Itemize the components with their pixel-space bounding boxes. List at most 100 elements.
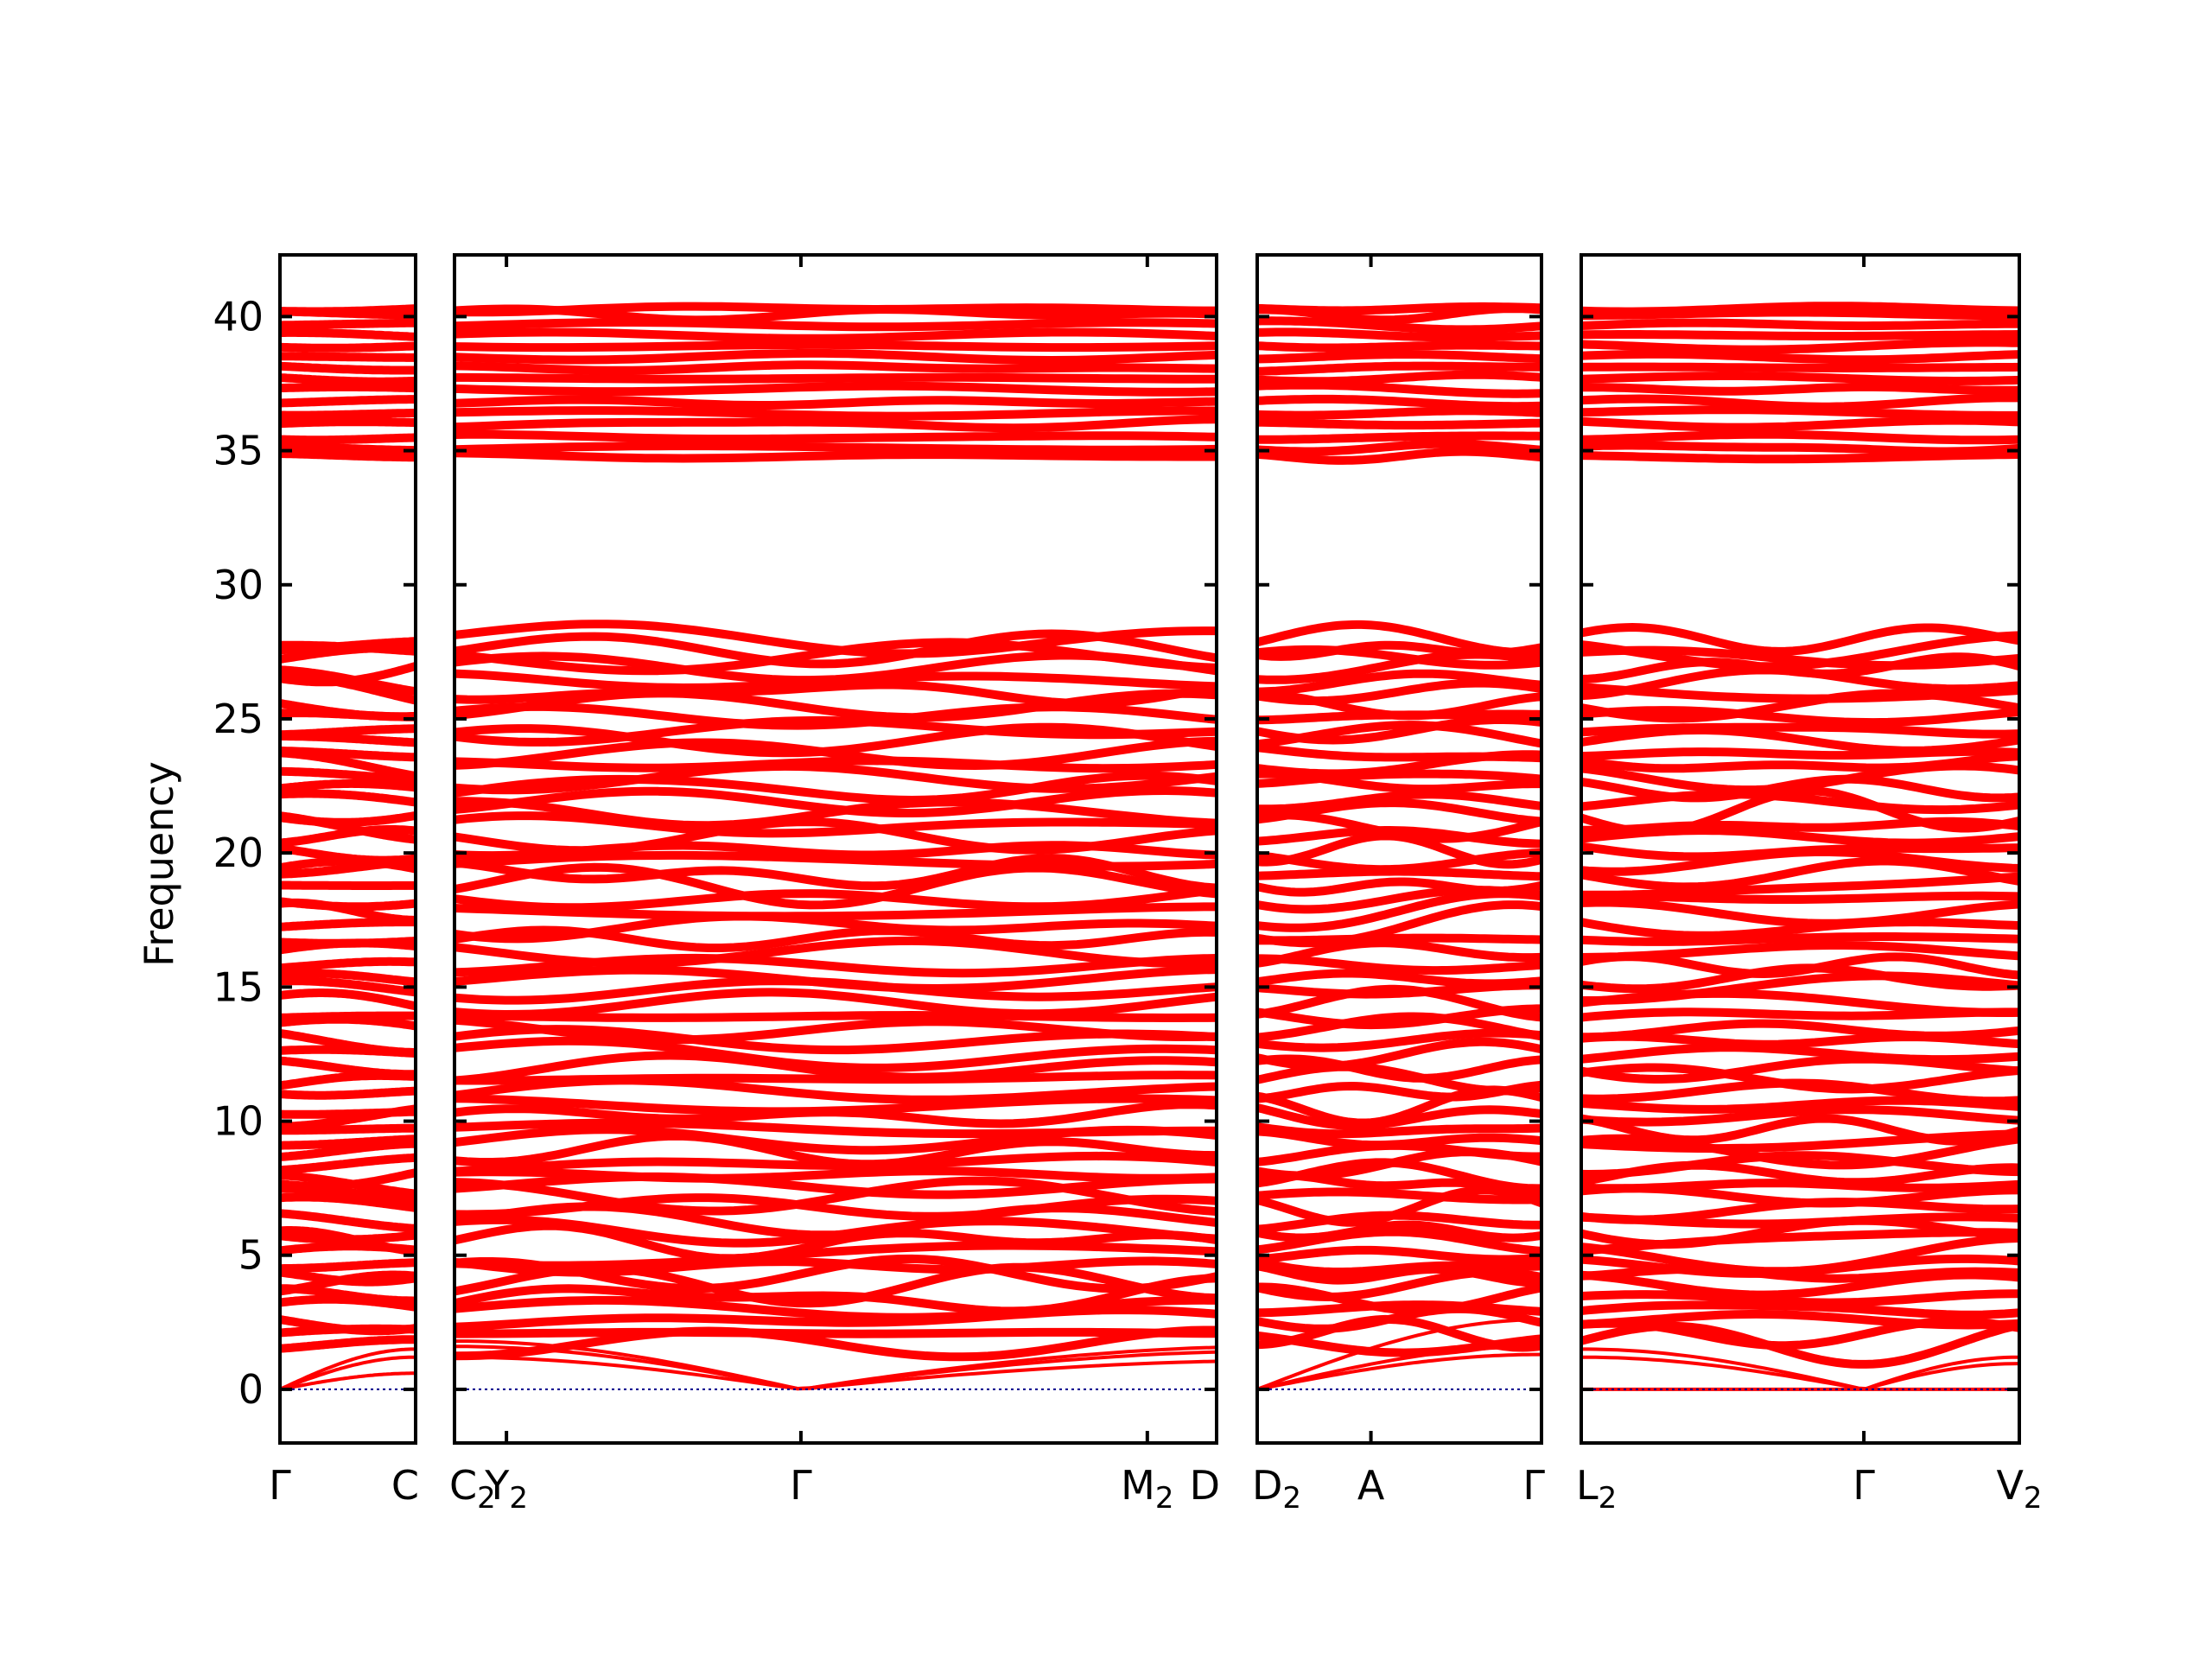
band-line xyxy=(454,1118,1217,1139)
band-line xyxy=(454,1166,1217,1183)
band-line xyxy=(1581,752,2019,773)
band-line xyxy=(454,1131,1217,1169)
band-line xyxy=(1257,1127,1541,1150)
band-line xyxy=(1581,362,2019,372)
band-line xyxy=(1581,622,2019,656)
band-line xyxy=(454,761,1217,795)
band-line xyxy=(454,936,1217,969)
x-tick-label: A xyxy=(1357,1462,1385,1509)
panel-4 xyxy=(1580,253,2021,1445)
band-line xyxy=(1257,769,1541,788)
band-line xyxy=(454,348,1217,365)
band-line xyxy=(1581,338,2019,354)
band-line xyxy=(280,1258,416,1274)
y-axis-label: Frequency xyxy=(136,761,182,967)
band-line xyxy=(1581,1179,2019,1193)
band-line xyxy=(280,304,416,316)
band-line xyxy=(280,382,416,393)
band-line xyxy=(280,1192,416,1212)
band-line xyxy=(280,1335,416,1353)
band-line xyxy=(454,415,1217,433)
band-line xyxy=(1257,316,1541,334)
band-line xyxy=(1257,620,1541,658)
band-line xyxy=(454,811,1217,838)
band-line xyxy=(454,429,1217,443)
band-line xyxy=(454,442,1217,454)
band-line xyxy=(1581,918,2019,940)
panel-4-bands xyxy=(1581,302,2019,1391)
band-line xyxy=(1581,645,2019,671)
band-line xyxy=(1257,798,1541,826)
band-line xyxy=(454,1339,1217,1391)
band-line xyxy=(280,373,416,386)
band-line xyxy=(1257,340,1541,353)
band-line xyxy=(280,1371,416,1391)
band-line xyxy=(1257,406,1541,420)
band-line xyxy=(1257,350,1541,364)
y-tick-label: 5 xyxy=(238,1232,264,1279)
band-line xyxy=(1581,1355,2019,1391)
band-line xyxy=(280,957,416,973)
y-tick-label: 25 xyxy=(213,696,264,742)
band-line xyxy=(454,340,1217,353)
band-line xyxy=(1257,1054,1541,1083)
panel-3 xyxy=(1255,253,1543,1445)
band-line xyxy=(1257,877,1541,897)
x-tick-label: L2 xyxy=(1576,1462,1617,1516)
band-line xyxy=(1257,900,1541,948)
band-line xyxy=(1257,1257,1541,1276)
band-line xyxy=(1581,786,2019,836)
band-line xyxy=(280,449,416,462)
band-line xyxy=(454,1325,1217,1362)
y-tick-label: 15 xyxy=(213,963,264,1010)
y-tick-label: 40 xyxy=(213,293,264,340)
band-line xyxy=(280,825,416,848)
band-line xyxy=(1581,393,2019,411)
band-line xyxy=(1257,1037,1541,1071)
band-line xyxy=(454,756,1217,773)
band-line xyxy=(1581,1151,2019,1179)
band-line xyxy=(1581,1105,2019,1127)
band-line xyxy=(280,1123,416,1135)
band-line xyxy=(1257,431,1541,444)
band-line xyxy=(280,417,416,429)
band-line xyxy=(1581,302,2019,316)
y-tick-label: 30 xyxy=(213,562,264,608)
band-line xyxy=(280,976,416,997)
band-line xyxy=(280,1135,416,1150)
band-line xyxy=(454,965,1217,994)
band-line xyxy=(454,785,1217,817)
band-line xyxy=(280,352,416,362)
band-line xyxy=(280,318,416,330)
band-line xyxy=(454,1176,1217,1217)
band-line xyxy=(1257,327,1541,342)
band-line xyxy=(1257,370,1541,386)
band-line xyxy=(1257,1012,1541,1042)
band-line xyxy=(280,409,416,420)
band-line xyxy=(280,1028,416,1058)
band-line xyxy=(1257,848,1541,874)
band-line xyxy=(280,1315,416,1336)
band-line xyxy=(454,448,1217,463)
band-line xyxy=(1581,872,2019,899)
band-line xyxy=(280,1056,416,1079)
band-line xyxy=(454,318,1217,332)
band-line xyxy=(1257,1227,1541,1255)
band-line xyxy=(1581,441,2019,456)
x-tick-label: Γ xyxy=(1522,1462,1545,1509)
band-line xyxy=(280,395,416,408)
band-line xyxy=(454,302,1217,317)
band-line xyxy=(1581,898,2019,928)
x-tick-label: Γ xyxy=(1853,1462,1875,1509)
panel-4-frame xyxy=(1580,253,2021,1445)
band-line xyxy=(1581,1234,2019,1276)
band-line xyxy=(454,1274,1217,1316)
band-line xyxy=(454,1071,1217,1085)
panel-3-bands xyxy=(1257,302,1541,1391)
band-line xyxy=(454,1306,1217,1332)
band-line xyxy=(454,722,1217,758)
band-line xyxy=(454,1327,1217,1338)
band-line xyxy=(1257,969,1541,988)
band-line xyxy=(280,779,416,793)
